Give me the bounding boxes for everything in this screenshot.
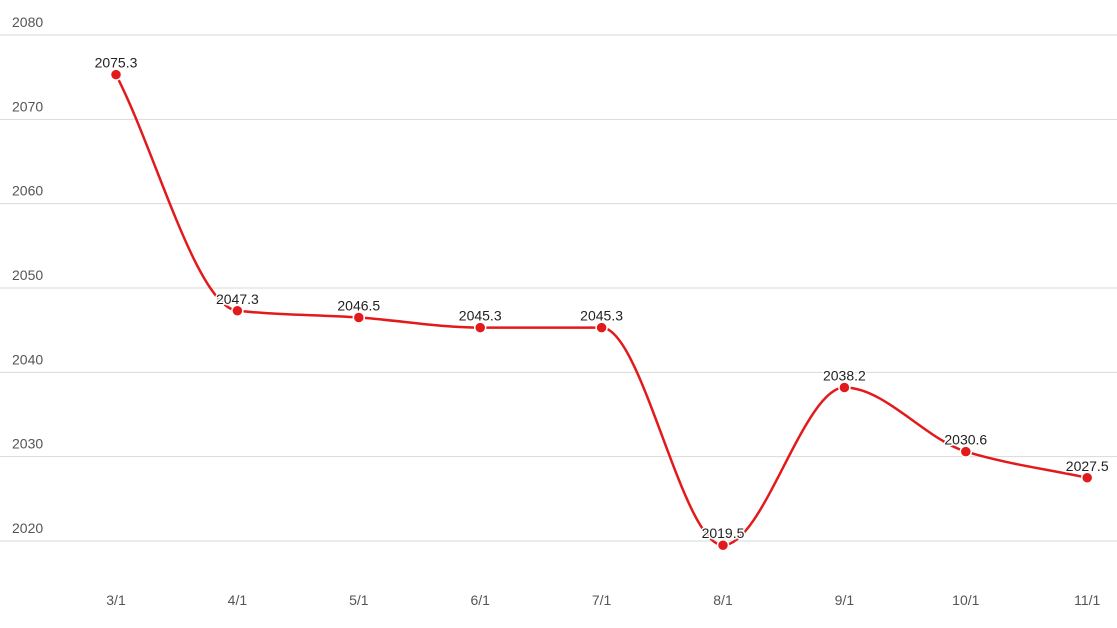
x-tick-label: 5/1 (349, 592, 369, 608)
data-label: 2045.3 (580, 308, 623, 324)
x-tick-label: 3/1 (106, 592, 126, 608)
data-label: 2045.3 (459, 308, 502, 324)
x-tick-label: 4/1 (228, 592, 248, 608)
data-label: 2047.3 (216, 291, 259, 307)
y-tick-label: 2050 (12, 267, 43, 283)
data-point (716, 538, 730, 552)
series-layer (114, 74, 1088, 547)
x-tick-label: 8/1 (713, 592, 733, 608)
y-tick-label: 2020 (12, 520, 43, 536)
data-point (352, 311, 366, 324)
y-tick-label: 2040 (12, 351, 43, 367)
data-point (959, 445, 973, 458)
data-point (1080, 471, 1094, 484)
y-tick-label: 2030 (12, 436, 43, 452)
x-tick-label: 11/1 (1074, 592, 1100, 608)
data-point (595, 321, 608, 334)
x-tick-label: 9/1 (835, 592, 855, 608)
data-point (231, 304, 244, 318)
marker-layer (109, 68, 1094, 552)
data-label: 2019.5 (702, 525, 745, 541)
y-tick-label: 2070 (12, 98, 43, 114)
data-label: 2075.3 (95, 55, 138, 71)
x-tick-label: 7/1 (592, 592, 612, 608)
x-axis-ticks: 3/1 4/1 5/1 6/1 7/1 8/1 9/1 10/1 11/1 (106, 592, 1100, 608)
data-label: 2030.6 (944, 432, 987, 448)
data-label: 2046.5 (337, 298, 380, 314)
series-line (114, 74, 1088, 547)
y-axis-ticks: 2020 2030 2040 2050 2060 2070 2080 (12, 14, 43, 536)
data-label: 2027.5 (1066, 458, 1109, 474)
data-point (109, 68, 123, 81)
data-label-layer: 2075.3 2047.3 2046.5 2045.3 2045.3 2019.5 2038… (93, 53, 1110, 543)
y-tick-label: 2060 (12, 183, 43, 199)
x-tick-label: 10/1 (952, 592, 979, 608)
grid-layer (0, 34, 1117, 542)
data-label: 2038.2 (823, 368, 866, 384)
data-point (473, 321, 487, 334)
y-tick-label: 2080 (12, 14, 43, 30)
x-tick-label: 6/1 (470, 592, 490, 608)
data-point (838, 381, 851, 394)
